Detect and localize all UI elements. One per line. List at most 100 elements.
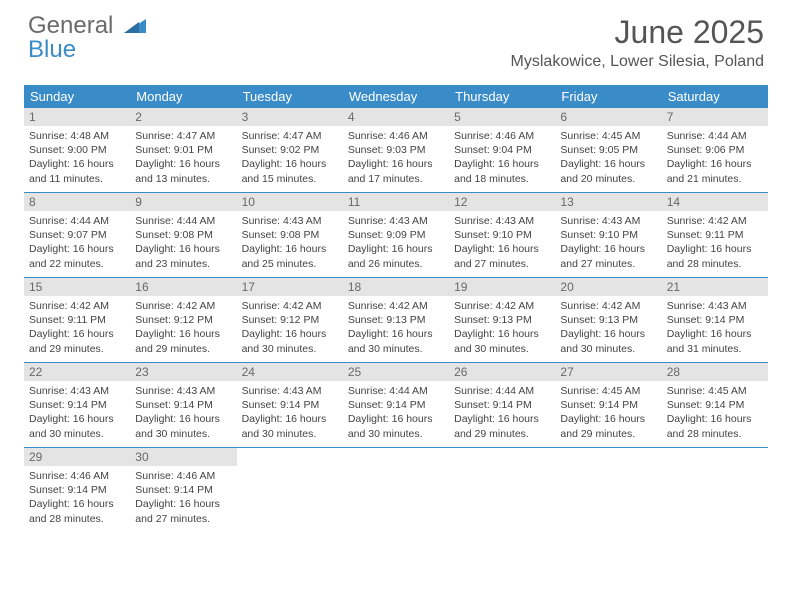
sunrise-text: Sunrise: 4:44 AM [29, 214, 125, 228]
sunrise-text: Sunrise: 4:43 AM [454, 214, 550, 228]
day-details: Sunrise: 4:43 AMSunset: 9:14 PMDaylight:… [130, 381, 236, 446]
dl1-text: Daylight: 16 hours [454, 327, 550, 341]
weekday-header: Tuesday [237, 85, 343, 108]
weekday-header: Friday [555, 85, 661, 108]
sunrise-text: Sunrise: 4:47 AM [242, 129, 338, 143]
sunrise-text: Sunrise: 4:42 AM [135, 299, 231, 313]
calendar-day-cell: 16Sunrise: 4:42 AMSunset: 9:12 PMDayligh… [130, 278, 236, 362]
dl2-text: and 30 minutes. [29, 427, 125, 441]
sunset-text: Sunset: 9:06 PM [667, 143, 763, 157]
dl2-text: and 30 minutes. [348, 427, 444, 441]
sunrise-text: Sunrise: 4:42 AM [348, 299, 444, 313]
day-details: Sunrise: 4:47 AMSunset: 9:02 PMDaylight:… [237, 126, 343, 191]
dl1-text: Daylight: 16 hours [454, 412, 550, 426]
sunrise-text: Sunrise: 4:47 AM [135, 129, 231, 143]
calendar-day-cell: 6Sunrise: 4:45 AMSunset: 9:05 PMDaylight… [555, 108, 661, 192]
day-number: 11 [343, 193, 449, 211]
calendar-day-cell: 18Sunrise: 4:42 AMSunset: 9:13 PMDayligh… [343, 278, 449, 362]
dl1-text: Daylight: 16 hours [135, 412, 231, 426]
sunset-text: Sunset: 9:00 PM [29, 143, 125, 157]
sunset-text: Sunset: 9:01 PM [135, 143, 231, 157]
dl1-text: Daylight: 16 hours [135, 497, 231, 511]
weekday-header: Thursday [449, 85, 555, 108]
dl2-text: and 29 minutes. [135, 342, 231, 356]
dl1-text: Daylight: 16 hours [29, 327, 125, 341]
calendar-day-cell: 22Sunrise: 4:43 AMSunset: 9:14 PMDayligh… [24, 363, 130, 447]
day-details: Sunrise: 4:43 AMSunset: 9:10 PMDaylight:… [449, 211, 555, 276]
calendar-day-cell: 26Sunrise: 4:44 AMSunset: 9:14 PMDayligh… [449, 363, 555, 447]
sunrise-text: Sunrise: 4:48 AM [29, 129, 125, 143]
sunset-text: Sunset: 9:12 PM [242, 313, 338, 327]
sunset-text: Sunset: 9:14 PM [454, 398, 550, 412]
day-details: Sunrise: 4:43 AMSunset: 9:14 PMDaylight:… [24, 381, 130, 446]
sunset-text: Sunset: 9:14 PM [667, 398, 763, 412]
day-number: 3 [237, 108, 343, 126]
dl1-text: Daylight: 16 hours [29, 497, 125, 511]
calendar-day-cell: 21Sunrise: 4:43 AMSunset: 9:14 PMDayligh… [662, 278, 768, 362]
dl2-text: and 30 minutes. [560, 342, 656, 356]
weeks-container: 1Sunrise: 4:48 AMSunset: 9:00 PMDaylight… [24, 108, 768, 532]
dl2-text: and 26 minutes. [348, 257, 444, 271]
sunrise-text: Sunrise: 4:44 AM [454, 384, 550, 398]
sunset-text: Sunset: 9:13 PM [454, 313, 550, 327]
calendar-day-cell: 28Sunrise: 4:45 AMSunset: 9:14 PMDayligh… [662, 363, 768, 447]
day-details: Sunrise: 4:42 AMSunset: 9:12 PMDaylight:… [237, 296, 343, 361]
day-details: Sunrise: 4:45 AMSunset: 9:14 PMDaylight:… [662, 381, 768, 446]
calendar-day-cell: 29Sunrise: 4:46 AMSunset: 9:14 PMDayligh… [24, 448, 130, 532]
sunrise-text: Sunrise: 4:45 AM [560, 129, 656, 143]
calendar-week-row: 8Sunrise: 4:44 AMSunset: 9:07 PMDaylight… [24, 193, 768, 278]
day-number: 24 [237, 363, 343, 381]
day-number: 26 [449, 363, 555, 381]
day-details: Sunrise: 4:43 AMSunset: 9:14 PMDaylight:… [662, 296, 768, 361]
sunrise-text: Sunrise: 4:42 AM [560, 299, 656, 313]
sunset-text: Sunset: 9:14 PM [135, 483, 231, 497]
dl2-text: and 28 minutes. [29, 512, 125, 526]
weekday-header: Saturday [662, 85, 768, 108]
month-title: June 2025 [511, 14, 764, 51]
calendar-week-row: 1Sunrise: 4:48 AMSunset: 9:00 PMDaylight… [24, 108, 768, 193]
calendar-day-cell: 8Sunrise: 4:44 AMSunset: 9:07 PMDaylight… [24, 193, 130, 277]
calendar-empty-cell [343, 448, 449, 532]
calendar-day-cell: 10Sunrise: 4:43 AMSunset: 9:08 PMDayligh… [237, 193, 343, 277]
sunset-text: Sunset: 9:10 PM [454, 228, 550, 242]
day-details: Sunrise: 4:44 AMSunset: 9:14 PMDaylight:… [449, 381, 555, 446]
sunrise-text: Sunrise: 4:46 AM [454, 129, 550, 143]
dl2-text: and 25 minutes. [242, 257, 338, 271]
sunrise-text: Sunrise: 4:45 AM [667, 384, 763, 398]
page-header: General Blue June 2025 Myslakowice, Lowe… [0, 0, 792, 77]
brand-logo: General Blue [28, 14, 146, 62]
calendar-day-cell: 17Sunrise: 4:42 AMSunset: 9:12 PMDayligh… [237, 278, 343, 362]
day-number: 4 [343, 108, 449, 126]
day-number: 21 [662, 278, 768, 296]
dl1-text: Daylight: 16 hours [667, 412, 763, 426]
dl2-text: and 28 minutes. [667, 427, 763, 441]
day-number: 16 [130, 278, 236, 296]
dl2-text: and 27 minutes. [135, 512, 231, 526]
sunrise-text: Sunrise: 4:44 AM [135, 214, 231, 228]
dl1-text: Daylight: 16 hours [667, 242, 763, 256]
day-details: Sunrise: 4:42 AMSunset: 9:12 PMDaylight:… [130, 296, 236, 361]
calendar-empty-cell [237, 448, 343, 532]
dl1-text: Daylight: 16 hours [348, 157, 444, 171]
dl1-text: Daylight: 16 hours [242, 157, 338, 171]
dl2-text: and 27 minutes. [560, 257, 656, 271]
sunset-text: Sunset: 9:08 PM [135, 228, 231, 242]
dl2-text: and 30 minutes. [242, 427, 338, 441]
sunset-text: Sunset: 9:14 PM [242, 398, 338, 412]
weekday-header-row: Sunday Monday Tuesday Wednesday Thursday… [24, 85, 768, 108]
sunset-text: Sunset: 9:09 PM [348, 228, 444, 242]
dl1-text: Daylight: 16 hours [348, 242, 444, 256]
dl1-text: Daylight: 16 hours [454, 242, 550, 256]
day-details: Sunrise: 4:45 AMSunset: 9:05 PMDaylight:… [555, 126, 661, 191]
day-number: 19 [449, 278, 555, 296]
calendar-day-cell: 1Sunrise: 4:48 AMSunset: 9:00 PMDaylight… [24, 108, 130, 192]
dl1-text: Daylight: 16 hours [29, 242, 125, 256]
sunset-text: Sunset: 9:14 PM [135, 398, 231, 412]
dl1-text: Daylight: 16 hours [242, 327, 338, 341]
dl2-text: and 30 minutes. [135, 427, 231, 441]
logo-text: General Blue [28, 14, 146, 62]
day-number: 22 [24, 363, 130, 381]
sunset-text: Sunset: 9:14 PM [560, 398, 656, 412]
sunset-text: Sunset: 9:03 PM [348, 143, 444, 157]
day-number: 25 [343, 363, 449, 381]
